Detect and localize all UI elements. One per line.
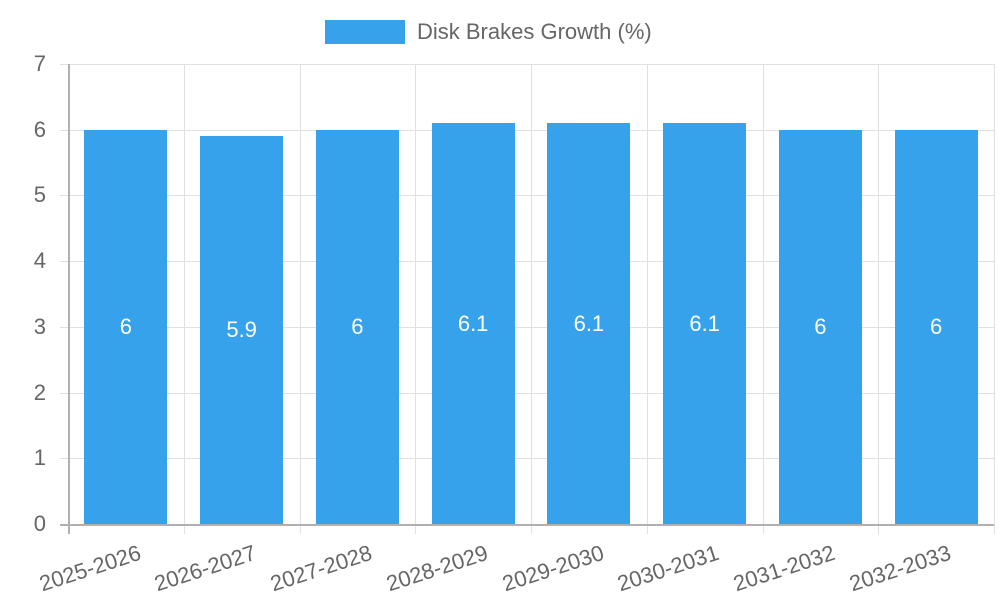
y-tick-label: 2 — [33, 379, 46, 405]
bar-value-label: 6.1 — [573, 310, 605, 336]
bar[interactable]: 5.9 — [200, 136, 284, 524]
gridline-vertical — [300, 64, 301, 534]
bar[interactable]: 6.1 — [547, 123, 631, 524]
gridline-horizontal — [60, 195, 994, 196]
y-tick-label: 6 — [33, 116, 46, 142]
x-tick-label: 2026-2027 — [151, 540, 260, 597]
x-tick-label: 2025-2026 — [35, 540, 144, 597]
y-tick-label: 7 — [33, 51, 46, 76]
gridline-vertical — [184, 64, 185, 534]
bar-value-label: 6 — [119, 313, 132, 339]
bar-value-label: 6 — [351, 313, 364, 339]
legend[interactable]: Disk Brakes Growth (%) — [325, 19, 652, 45]
y-tick-label: 4 — [33, 248, 46, 274]
y-tick-label: 0 — [33, 511, 46, 536]
gridline-vertical — [994, 64, 995, 534]
gridline-horizontal — [60, 458, 994, 459]
gridline-horizontal — [60, 327, 994, 328]
x-tick-label: 2028-2029 — [383, 540, 491, 597]
bar[interactable]: 6 — [315, 129, 399, 524]
y-tick-label: 1 — [33, 445, 46, 471]
bar-value-label: 6.1 — [689, 310, 720, 336]
gridline-horizontal — [60, 64, 994, 65]
y-tick-label: 5 — [33, 182, 46, 208]
gridline-vertical — [763, 64, 764, 534]
x-tick-label: 2032-2033 — [846, 540, 954, 597]
bar[interactable]: 6 — [84, 129, 168, 524]
x-axis — [60, 524, 994, 526]
y-tick-label: 3 — [33, 313, 46, 339]
gridline-vertical — [647, 64, 648, 534]
bar[interactable]: 6.1 — [431, 123, 515, 524]
gridline-horizontal — [60, 130, 994, 131]
gridline-horizontal — [60, 261, 994, 262]
bar-value-label: 6 — [930, 313, 943, 339]
gridline-vertical — [415, 64, 416, 534]
bar-value-label: 5.9 — [226, 317, 257, 343]
bar-value-label: 6.1 — [457, 310, 489, 336]
gridline-horizontal — [60, 393, 994, 394]
gridline-vertical — [531, 64, 532, 534]
x-tick-label: 2030-2031 — [614, 540, 723, 597]
x-tick-label: 2027-2028 — [267, 540, 376, 597]
y-axis — [68, 64, 70, 534]
x-tick-label: 2031-2032 — [730, 540, 839, 597]
bar-value-label: 6 — [814, 313, 827, 339]
bar[interactable]: 6 — [894, 129, 978, 524]
legend-label: Disk Brakes Growth (%) — [417, 19, 652, 44]
bar[interactable]: 6 — [778, 129, 862, 524]
legend-swatch — [325, 20, 405, 44]
gridline-vertical — [878, 64, 879, 534]
bar[interactable]: 6.1 — [663, 123, 747, 524]
x-tick-label: 2029-2030 — [498, 540, 607, 597]
